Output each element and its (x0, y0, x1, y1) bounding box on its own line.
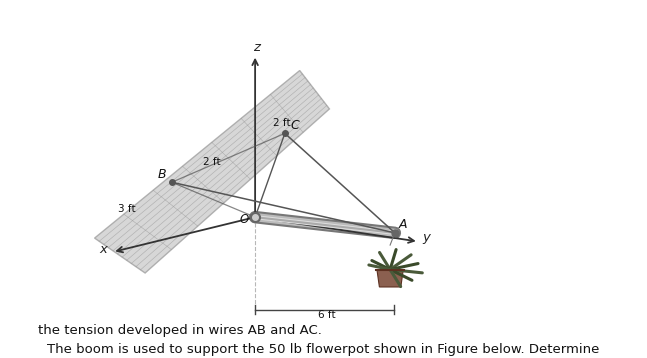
Text: 6 ft: 6 ft (318, 310, 335, 320)
Polygon shape (377, 270, 403, 287)
Text: O: O (240, 213, 249, 227)
Text: A: A (399, 218, 407, 231)
Text: the tension developed in wires AB and AC.: the tension developed in wires AB and AC… (38, 324, 322, 337)
Polygon shape (94, 71, 329, 273)
Text: 2 ft: 2 ft (203, 157, 221, 167)
Text: B: B (158, 168, 166, 181)
Text: The boom is used to support the 50 lb flowerpot shown in Figure below. Determine: The boom is used to support the 50 lb fl… (47, 343, 600, 356)
Text: 3 ft: 3 ft (118, 204, 136, 214)
Text: z: z (254, 40, 260, 54)
Text: y: y (422, 231, 430, 244)
Text: C: C (291, 119, 300, 132)
Text: x: x (100, 243, 107, 256)
Text: 2 ft: 2 ft (273, 118, 291, 129)
